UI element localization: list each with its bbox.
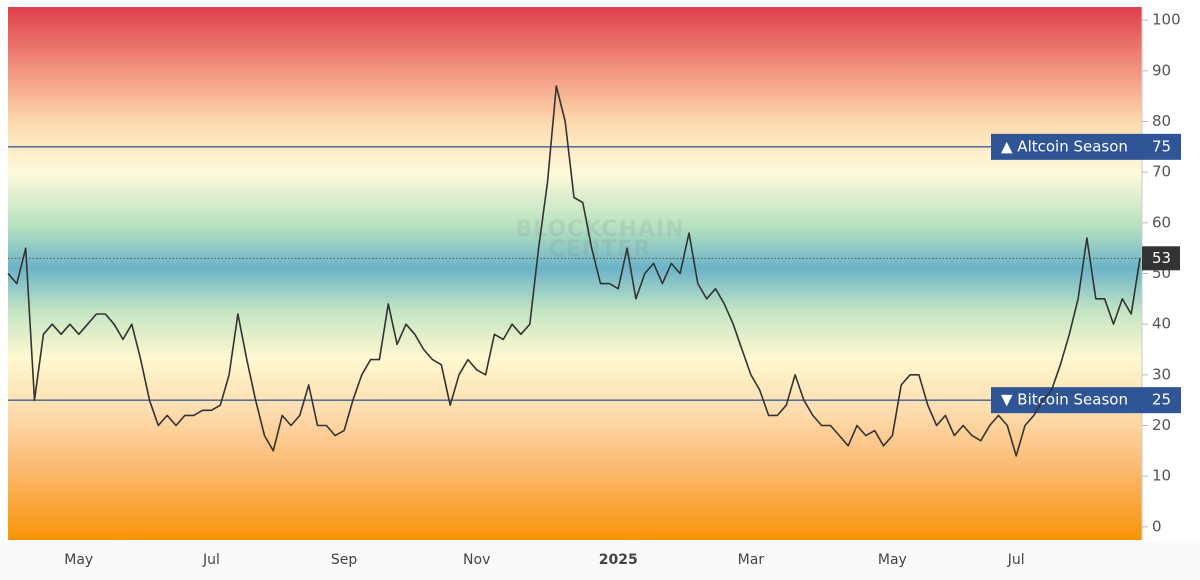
watermark: CENTER: [549, 237, 652, 262]
watermark: BLOCKCHAIN: [515, 217, 684, 242]
x-tick-label: Nov: [463, 552, 490, 568]
threshold-value: 25: [1152, 391, 1171, 409]
plot-background: [8, 7, 1142, 540]
x-tick-label: Sep: [331, 552, 358, 568]
y-tick-label: 20: [1152, 416, 1171, 434]
x-tick-label: May: [878, 552, 907, 568]
threshold-box: [991, 133, 1181, 160]
index-line: [7, 85, 1141, 457]
y-tick-label: 60: [1152, 213, 1171, 231]
threshold-label: ▼ Bitcoin Season: [1001, 391, 1128, 409]
y-tick-label: 100: [1152, 11, 1181, 29]
y-tick-label: 10: [1152, 467, 1171, 485]
y-tick-label: 0: [1152, 517, 1162, 535]
threshold-label: ▲ Altcoin Season: [1001, 137, 1128, 155]
x-tick-label: Jul: [202, 552, 220, 568]
current-box: [1142, 246, 1180, 271]
y-tick-label: 30: [1152, 365, 1171, 383]
threshold-value: 75: [1152, 137, 1171, 155]
y-tick-label: 90: [1152, 61, 1171, 79]
x-tick-label: Mar: [738, 552, 765, 568]
y-tick-label: 70: [1152, 163, 1171, 181]
x-tick-label: Jul: [1007, 552, 1025, 568]
current-value: 53: [1152, 249, 1171, 267]
threshold-box: [991, 387, 1181, 414]
y-tick-label: 80: [1152, 112, 1171, 130]
x-tick-label: May: [64, 552, 93, 568]
x-tick-label: 2025: [599, 552, 638, 568]
y-tick-label: 40: [1152, 315, 1171, 333]
x-axis-band: [0, 540, 1200, 580]
